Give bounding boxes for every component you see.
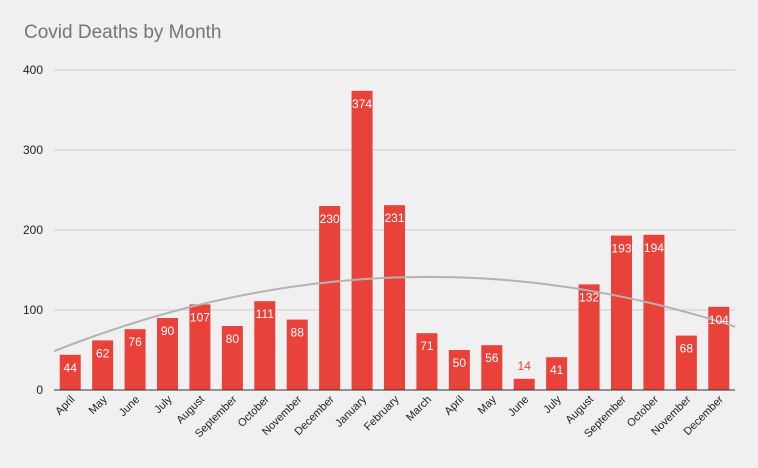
- x-tick-label: February: [362, 393, 402, 433]
- y-tick-label: 0: [36, 383, 43, 397]
- bar: [416, 333, 438, 390]
- x-tick-label: March: [404, 394, 434, 424]
- bar: [124, 329, 146, 390]
- data-label: 132: [579, 290, 599, 304]
- x-tick-label: June: [506, 394, 531, 419]
- bar: [611, 235, 632, 390]
- data-label: 71: [420, 339, 434, 353]
- bar: [643, 234, 665, 390]
- bar: [513, 378, 535, 390]
- data-label: 230: [320, 212, 340, 226]
- data-label: 194: [644, 241, 664, 255]
- data-label: 14: [518, 359, 532, 373]
- y-tick-label: 100: [23, 303, 43, 317]
- x-tick-label: May: [476, 393, 500, 417]
- x-tick-label: April: [53, 394, 77, 418]
- bar: [286, 319, 308, 390]
- data-label: 88: [291, 326, 305, 340]
- bar: [384, 205, 405, 390]
- data-label: 68: [680, 342, 694, 356]
- x-tick-label: May: [87, 393, 111, 417]
- y-tick-label: 300: [23, 143, 43, 157]
- data-label: 56: [485, 351, 499, 365]
- chart-title: Covid Deaths by Month: [24, 22, 222, 43]
- data-label: 62: [96, 346, 110, 360]
- x-tick-label: April: [442, 394, 466, 418]
- data-label: 76: [128, 335, 142, 349]
- x-tick-label: July: [541, 393, 564, 416]
- data-label: 104: [709, 313, 729, 327]
- data-label: 44: [64, 361, 78, 375]
- data-label: 90: [161, 324, 175, 338]
- bar: [351, 90, 373, 391]
- bar: [254, 301, 276, 390]
- data-label: 193: [611, 242, 631, 256]
- bar: [481, 345, 503, 390]
- bar: [546, 357, 568, 390]
- bar: [157, 318, 178, 390]
- trend-line: [53, 275, 736, 353]
- bar: [675, 335, 697, 390]
- y-tick-label: 400: [23, 63, 43, 77]
- x-tick-label: June: [117, 394, 142, 419]
- data-label: 374: [352, 97, 372, 111]
- bar: [708, 306, 730, 390]
- data-label: 50: [453, 356, 467, 370]
- bar: [319, 206, 341, 390]
- bar: [221, 326, 243, 390]
- bar: [448, 350, 470, 390]
- bar: [59, 354, 81, 390]
- data-label: 107: [190, 310, 210, 324]
- data-label: 41: [550, 363, 564, 377]
- bar: [92, 340, 114, 390]
- x-tick-label: July: [152, 393, 175, 416]
- data-label: 231: [384, 211, 404, 225]
- data-label: 80: [226, 332, 240, 346]
- y-tick-label: 200: [23, 223, 43, 237]
- bar: [189, 304, 211, 390]
- data-label: 111: [256, 307, 275, 321]
- bar: [578, 284, 600, 390]
